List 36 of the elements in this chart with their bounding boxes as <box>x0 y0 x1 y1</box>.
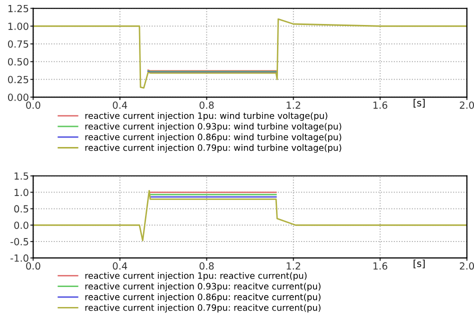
legend-label: reactive current injection 0.93pu: reacitve current(pu) <box>85 282 320 292</box>
y-tick-label: 1.0 <box>14 188 28 196</box>
x-tick-label: 0.0 <box>26 101 40 109</box>
x-axis-title: [s] <box>414 98 425 108</box>
y-tick-label: 0.0 <box>14 222 28 229</box>
x-tick-label: 1.6 <box>373 101 388 109</box>
y-tick-label: -0.5 <box>10 238 28 246</box>
y-tick-label: 1.25 <box>8 4 28 12</box>
x-tick-label: 0.8 <box>200 262 214 270</box>
y-tick-label: -1.0 <box>10 254 28 262</box>
y-tick-label: 0.25 <box>8 76 28 84</box>
y-tick-label: 0.00 <box>8 94 28 101</box>
x-tick-label: 1.2 <box>286 101 300 109</box>
y-tick-label: 1.5 <box>14 172 28 180</box>
legend-label: reactive current injection 0.86pu: reacitve current(pu) <box>85 293 320 302</box>
legend-label: reactive current injection 1pu: wind turbine voltage(pu) <box>85 112 328 121</box>
x-tick-label: 1.6 <box>373 262 388 270</box>
x-tick-label: 0.4 <box>112 101 128 109</box>
legend-label: reactive current injection 0.93pu: wind turbine voltage(pu) <box>85 122 342 132</box>
y-tick-label: 0.5 <box>14 205 28 213</box>
x-tick-label: 0.4 <box>112 262 128 270</box>
line-series <box>33 190 467 242</box>
x-tick-label: 2.0 <box>460 262 474 270</box>
y-tick-label: 0.50 <box>8 58 28 66</box>
y-tick-label: 1.00 <box>8 22 28 30</box>
x-tick-label: 2.0 <box>460 101 474 109</box>
line-series <box>33 18 467 89</box>
legend-label: reactive current injection 0.79pu: wind turbine voltage(pu) <box>85 144 342 153</box>
legend-label: reactive current injection 0.86pu: wind turbine voltage(pu) <box>85 134 342 142</box>
y-tick-label: 0.75 <box>8 40 28 48</box>
x-tick-label: 1.2 <box>286 262 300 270</box>
x-axis-title: [s] <box>414 260 425 268</box>
x-tick-label: 0.0 <box>26 262 40 270</box>
legend-label: reactive current injection 1pu: reactive current(pu) <box>85 272 307 281</box>
x-tick-label: 0.8 <box>200 101 214 109</box>
legend-label: reactive current injection 0.79pu: reacitve current(pu) <box>85 304 320 313</box>
